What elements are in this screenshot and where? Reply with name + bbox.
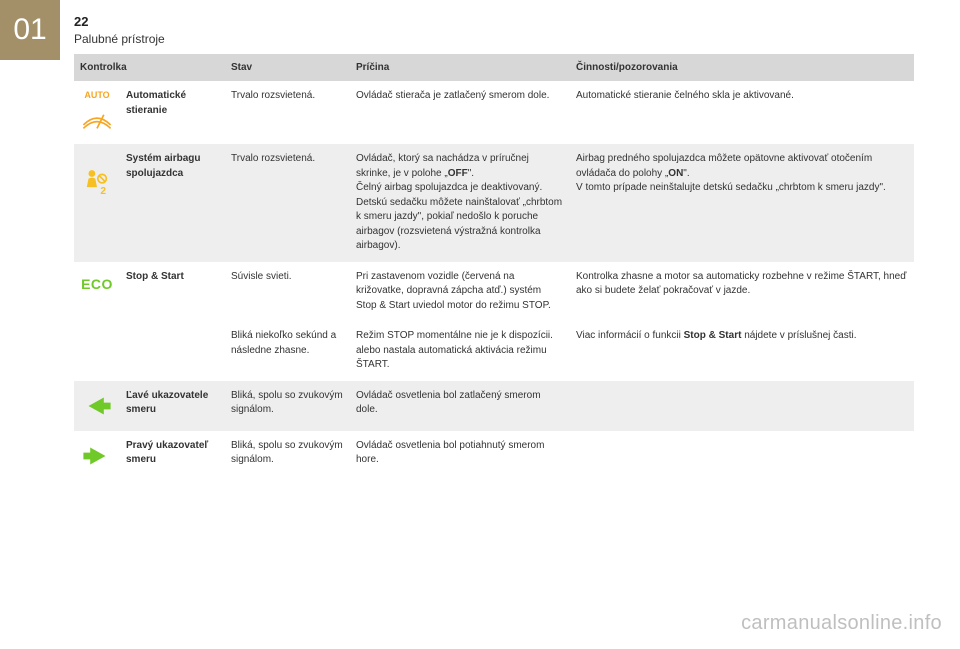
left-arrow-icon xyxy=(74,381,120,431)
th-action: Činnosti/pozorovania xyxy=(570,54,914,81)
watermark: carmanualsonline.info xyxy=(741,612,942,635)
row-name: Pravý ukazovateľ smeru xyxy=(120,431,225,481)
row-state: Trvalo rozsvietená. xyxy=(225,144,350,262)
chapter-badge: 01 xyxy=(0,0,60,60)
row-name: Automatické stieranie xyxy=(120,81,225,144)
table-row: ECO Stop & Start Súvisle svieti. Pri zas… xyxy=(74,262,914,322)
table-row: 2 Systém airbagu spolujazdca Trvalo rozs… xyxy=(74,144,914,262)
page-number: 22 xyxy=(74,14,88,29)
table-row: AUTO Automatické stieranie Trvalo rozsvi… xyxy=(74,81,914,144)
row-cause: Ovládač osvetlenia bol potiahnutý smerom… xyxy=(350,431,570,481)
row-cause: Ovládač stierača je zatlačený smerom dol… xyxy=(350,81,570,144)
airbag-off-icon: 2 xyxy=(74,144,120,262)
table-header-row: Kontrolka Stav Príčina Činnosti/pozorova… xyxy=(74,54,914,81)
row-state: Súvisle svieti. xyxy=(225,262,350,322)
auto-wiper-icon: AUTO xyxy=(74,81,120,144)
row-state: Trvalo rozsvietená. xyxy=(225,81,350,144)
row-action xyxy=(570,381,914,431)
table-row: Pravý ukazovateľ smeru Bliká, spolu so z… xyxy=(74,431,914,481)
right-arrow-icon xyxy=(74,431,120,481)
row-state: Bliká niekoľko sekúnd a následne zhasne. xyxy=(225,321,350,381)
row-action: Airbag predného spolujazdca môžete opäto… xyxy=(570,144,914,262)
row-action: Viac informácií o funkcii Stop & Start n… xyxy=(570,321,914,381)
row-cause: Ovládač osvetlenia bol zatlačený smerom … xyxy=(350,381,570,431)
th-indicator: Kontrolka xyxy=(74,54,225,81)
th-cause: Príčina xyxy=(350,54,570,81)
row-name: Ľavé ukazovatele smeru xyxy=(120,381,225,431)
indicator-table: Kontrolka Stav Príčina Činnosti/pozorova… xyxy=(74,54,914,481)
row-state: Bliká, spolu so zvukovým signálom. xyxy=(225,381,350,431)
row-cause: Ovládač, ktorý sa nachádza v príručnej s… xyxy=(350,144,570,262)
section-title: Palubné prístroje xyxy=(74,32,165,46)
row-cause: Režim STOP momentálne nie je k dispozíci… xyxy=(350,321,570,381)
row-action: Kontrolka zhasne a motor sa automaticky … xyxy=(570,262,914,322)
table-row: Ľavé ukazovatele smeru Bliká, spolu so z… xyxy=(74,381,914,431)
row-cause: Pri zastavenom vozidle (červená na križo… xyxy=(350,262,570,322)
row-name: Stop & Start xyxy=(120,262,225,381)
eco-icon: ECO xyxy=(74,262,120,381)
row-action xyxy=(570,431,914,481)
row-name: Systém airbagu spolujazdca xyxy=(120,144,225,262)
svg-text:2: 2 xyxy=(100,186,106,197)
row-state: Bliká, spolu so zvukovým signálom. xyxy=(225,431,350,481)
th-state: Stav xyxy=(225,54,350,81)
row-action: Automatické stieranie čelného skla je ak… xyxy=(570,81,914,144)
